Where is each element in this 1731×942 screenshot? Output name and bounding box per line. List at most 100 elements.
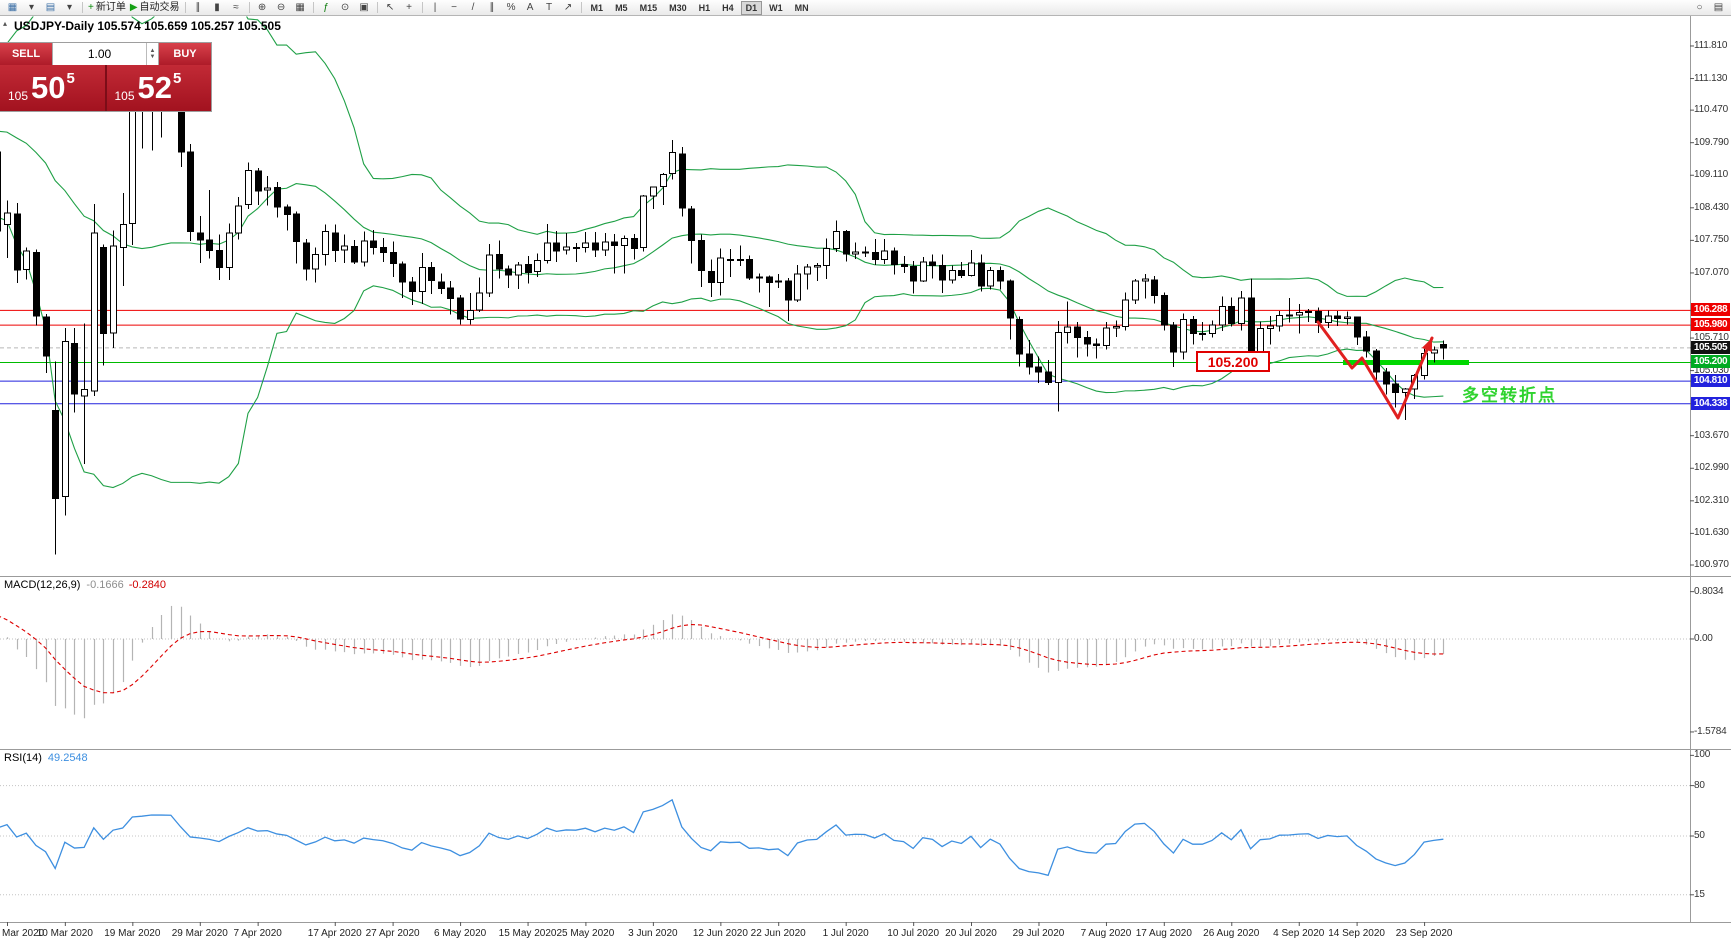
new-chart-icon[interactable]: ▦ xyxy=(3,1,22,15)
trendline-tool-icon[interactable]: / xyxy=(464,1,483,15)
time-axis[interactable]: Mar 2020 10 Mar 2020 19 Mar 2020 29 Mar 202… xyxy=(0,922,1731,942)
macd-name: MACD(12,26,9) xyxy=(4,579,81,591)
oct-controls-row: SELL 1.00 ▲ ▼ BUY xyxy=(0,43,211,65)
sell-button[interactable]: SELL xyxy=(0,43,52,65)
report-icon[interactable]: ▤ xyxy=(1713,2,1724,13)
fibonacci-tool-icon[interactable]: % xyxy=(502,1,521,15)
macd-signal-value: -0.2840 xyxy=(128,579,167,591)
timeframe-h1-button[interactable]: H1 xyxy=(698,2,711,13)
price-scale-label: 109.790 xyxy=(1694,136,1729,148)
spinner-up-icon[interactable]: ▲ xyxy=(149,48,156,54)
periods-icon[interactable]: ⊙ xyxy=(336,1,355,15)
zoom-in-icon[interactable]: ⊕ xyxy=(253,1,272,15)
templates-icon[interactable]: ▣ xyxy=(355,1,374,15)
time-axis-label: 3 Jun 2020 xyxy=(628,928,678,939)
profiles-dropdown-icon[interactable]: ▾ xyxy=(60,1,79,15)
macd-scale-label: 0.8034 xyxy=(1694,585,1724,597)
buy-button[interactable]: BUY xyxy=(159,43,211,65)
chart-title: USDJPY-Daily 105.574 105.659 105.257 105… xyxy=(14,19,281,33)
sell-price-figure: 105 xyxy=(8,89,29,103)
price-scale-label: 110.470 xyxy=(1694,104,1729,116)
new-order-icon: + xyxy=(88,1,94,13)
time-axis-label: 7 Aug 2020 xyxy=(1080,928,1132,939)
timeframe-m5-button[interactable]: M5 xyxy=(615,2,628,13)
arrows-tool-icon: ↗ xyxy=(563,1,573,13)
turning-point-text: 多空转折点 xyxy=(1462,386,1557,405)
toolbar-separator xyxy=(580,2,582,13)
volume-input[interactable]: 1.00 ▲ ▼ xyxy=(52,43,159,65)
timeframe-m15-button[interactable]: M15 xyxy=(639,2,658,13)
volume-spinner[interactable]: ▲ ▼ xyxy=(146,43,158,65)
text-tool-icon: A xyxy=(526,1,534,13)
macd-indicator-label: MACD(12,26,9) -0.1666 -0.2840 xyxy=(4,579,166,591)
price-scale-label: 105.030 xyxy=(1694,364,1729,376)
price-scale-label: 102.310 xyxy=(1694,494,1729,506)
price-scale[interactable]: 111.810 111.130 110.470 109.790 109.110 108.4… xyxy=(1690,0,1731,942)
buy-price-point: 5 xyxy=(173,70,182,87)
time-axis-label: 17 Aug 2020 xyxy=(1135,928,1192,939)
zoom-out-icon[interactable]: ⊖ xyxy=(272,1,291,15)
new-chart-icon: ▦ xyxy=(7,1,18,13)
buy-price-figure: 105 xyxy=(114,89,135,103)
price-level-tag: 105.505 xyxy=(1691,340,1730,354)
rsi-value: 49.2548 xyxy=(47,752,88,764)
rsi-scale-label: 50 xyxy=(1694,830,1705,841)
sell-price-point: 5 xyxy=(66,70,75,87)
panel-collapse-icon[interactable]: ▴ xyxy=(3,19,8,28)
price-level-tag: 105.980 xyxy=(1691,318,1730,332)
time-axis-label: 17 Apr 2020 xyxy=(307,928,362,939)
indicators-icon[interactable]: ƒ xyxy=(317,1,336,15)
oct-divider xyxy=(104,65,107,111)
sell-price-pips: 50 xyxy=(31,70,66,105)
time-axis-label: 29 Mar 2020 xyxy=(171,928,228,939)
buy-price-display[interactable]: 105 52 5 xyxy=(106,65,211,111)
toolbar-separator xyxy=(376,2,378,13)
sell-price-display[interactable]: 105 50 5 xyxy=(0,65,105,111)
crosshair-icon[interactable]: + xyxy=(400,1,419,15)
time-axis-label: 19 Mar 2020 xyxy=(104,928,161,939)
arrows-tool-icon[interactable]: ↗ xyxy=(559,1,578,15)
horizontal-line-tool-icon[interactable]: − xyxy=(445,1,464,15)
candlestick-type-icon[interactable]: ▮ xyxy=(208,1,227,15)
label-tool-icon[interactable]: T xyxy=(540,1,559,15)
price-scale-label: 109.110 xyxy=(1694,169,1729,181)
timeframe-h4-button[interactable]: H4 xyxy=(722,2,734,13)
line-chart-type-icon[interactable]: ≈ xyxy=(227,1,246,15)
toolbar-separator xyxy=(248,2,250,13)
timeframe-m1-button[interactable]: M1 xyxy=(590,2,604,13)
tile-windows-icon[interactable]: ▦ xyxy=(291,1,310,15)
price-level-tag: 105.200 xyxy=(1691,355,1730,369)
chart-dropdown-icon[interactable]: ▾ xyxy=(22,1,41,15)
rsi-scale-label: 80 xyxy=(1694,779,1705,791)
timeframe-mn-button[interactable]: MN xyxy=(794,2,809,13)
rsi-layer xyxy=(0,785,1690,896)
trendline-tool-icon: / xyxy=(471,1,475,13)
spinner-down-icon[interactable]: ▼ xyxy=(149,54,156,60)
timeframe-w1-button[interactable]: W1 xyxy=(769,2,783,13)
chart-dropdown-icon: ▾ xyxy=(28,1,35,13)
timeframe-m30-button[interactable]: M30 xyxy=(669,2,687,13)
new-order-button[interactable]: + 新订单 xyxy=(86,1,128,15)
time-axis-label: 29 Jul 2020 xyxy=(1012,928,1065,939)
time-axis-label: 10 Jul 2020 xyxy=(887,928,940,939)
zoom-in-icon: ⊕ xyxy=(257,1,267,13)
timeframe-d1-button[interactable]: D1 xyxy=(740,0,763,15)
bar-chart-type-icon[interactable]: ∥ xyxy=(189,1,208,15)
auto-trading-button[interactable]: ▶ 自动交易 xyxy=(128,1,182,15)
time-axis-label: 1 Jul 2020 xyxy=(822,928,869,939)
candles xyxy=(0,50,1447,555)
channel-tool-icon[interactable]: ∥ xyxy=(483,1,502,15)
profiles-icon[interactable]: ▤ xyxy=(41,1,60,15)
price-scale-label: 100.970 xyxy=(1694,558,1729,570)
text-tool-icon[interactable]: A xyxy=(521,1,540,15)
rsi-scale-label: 15 xyxy=(1694,888,1705,900)
price-annotation-box: 105.200 xyxy=(1196,351,1270,372)
cursor-icon[interactable]: ↖ xyxy=(381,1,400,15)
rsi-name: RSI(14) xyxy=(4,752,42,764)
time-axis-label: 6 May 2020 xyxy=(433,928,487,939)
time-axis-label: Mar 2020 xyxy=(2,928,45,939)
volume-value: 1.00 xyxy=(87,47,112,61)
search-icon[interactable]: ○ xyxy=(1696,2,1703,13)
vertical-line-tool-icon[interactable]: | xyxy=(426,1,445,15)
